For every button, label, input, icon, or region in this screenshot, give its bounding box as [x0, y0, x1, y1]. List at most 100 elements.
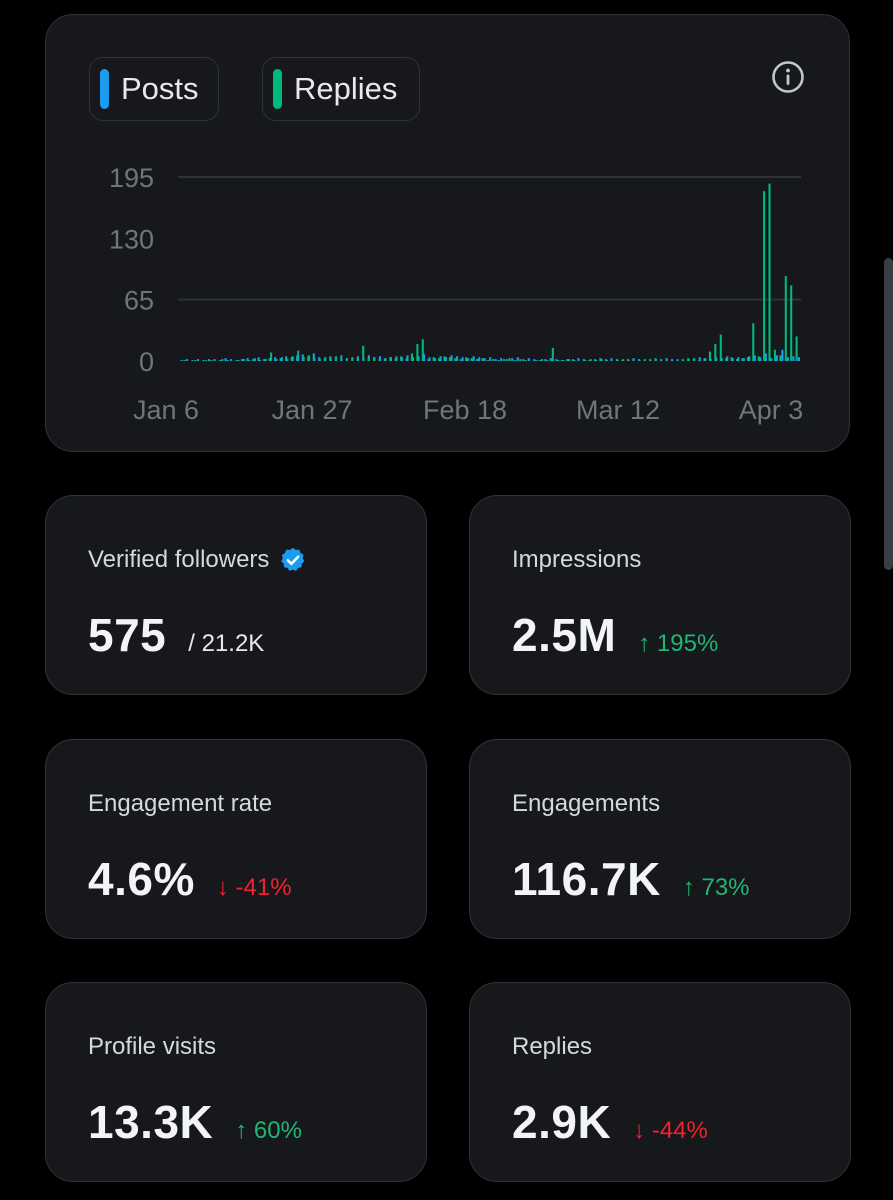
replies-bar — [416, 344, 419, 361]
posts-bar — [516, 357, 519, 361]
y-tick-label: 195 — [109, 163, 154, 193]
replies-bar — [752, 323, 755, 361]
replies-bar — [400, 356, 403, 361]
replies-bar — [308, 355, 311, 361]
replies-bar — [470, 358, 473, 361]
posts-bar — [538, 360, 541, 362]
scrollbar-thumb[interactable] — [884, 258, 893, 570]
posts-bar — [748, 356, 751, 361]
posts-bar — [599, 358, 602, 361]
profile-visits-card[interactable]: Profile visits 13.3K ↑ 60% — [45, 982, 427, 1182]
posts-bar — [649, 359, 652, 361]
posts-bar — [577, 358, 580, 361]
replies-bar — [681, 359, 684, 361]
replies-bar — [373, 357, 376, 361]
posts-bar — [792, 356, 795, 361]
replies-bar — [389, 357, 392, 361]
posts-bar — [759, 357, 762, 361]
posts-bar — [797, 357, 800, 361]
engagement-rate-card[interactable]: Engagement rate 4.6% ↓ -41% — [45, 739, 427, 939]
posts-bar — [588, 360, 591, 362]
replies-bar — [248, 360, 251, 362]
posts-bar — [312, 353, 315, 361]
posts-bar — [252, 359, 255, 361]
replies-bar — [708, 351, 711, 361]
posts-bar — [191, 360, 194, 362]
posts-bar — [268, 358, 271, 361]
legend-posts-label: Posts — [121, 71, 199, 106]
replies-bar — [443, 356, 446, 361]
posts-bar — [185, 359, 189, 361]
replies-label: Replies — [512, 1033, 593, 1060]
replies-bar — [768, 183, 771, 361]
replies-bar — [497, 360, 500, 362]
profile-visits-delta: ↑ 60% — [235, 1117, 302, 1144]
engagements-card[interactable]: Engagements 116.7K ↑ 73% — [469, 739, 851, 939]
posts-bar — [180, 360, 183, 362]
info-icon[interactable] — [770, 59, 806, 95]
replies-bar — [779, 355, 782, 361]
replies-bar — [351, 357, 354, 361]
replies-bar — [519, 359, 522, 361]
replies-bar — [638, 360, 641, 362]
posts-bar — [367, 355, 370, 361]
impressions-card[interactable]: Impressions 2.5M ↑ 195% — [469, 495, 851, 695]
replies-bar — [465, 357, 468, 361]
posts-bar — [224, 358, 227, 361]
replies-delta: ↓ -44% — [633, 1117, 708, 1144]
followers-total: / 21.2K — [188, 630, 265, 657]
posts-bar — [615, 359, 619, 361]
engagement-rate-delta: ↓ -41% — [216, 874, 292, 901]
replies-bar — [405, 358, 408, 361]
verified-followers-card[interactable]: Verified followers 575 / 21.2K — [45, 495, 427, 695]
replies-bar — [253, 358, 256, 361]
replies-bar — [573, 360, 576, 362]
replies-bar — [448, 357, 451, 361]
engagements-value: 116.7K — [512, 853, 661, 905]
replies-bar — [221, 359, 224, 361]
legend-replies-label: Replies — [294, 71, 398, 106]
replies-bar — [757, 356, 760, 361]
replies-bar — [714, 344, 717, 361]
replies-card[interactable]: Replies 2.9K ↓ -44% — [469, 982, 851, 1182]
posts-bar — [742, 358, 745, 361]
posts-bar — [263, 359, 266, 361]
replies-bar — [665, 360, 668, 362]
replies-bar — [540, 359, 544, 361]
replies-bar — [627, 360, 630, 362]
engagement-rate-label: Engagement rate — [88, 790, 273, 817]
replies-bar — [589, 359, 592, 361]
replies-bar — [475, 359, 479, 361]
replies-bar — [291, 356, 294, 361]
replies-bar — [568, 359, 571, 361]
replies-value-row: 2.9K ↓ -44% — [512, 1095, 708, 1149]
replies-bar — [378, 359, 381, 361]
replies-bar — [345, 358, 348, 361]
replies-bar — [503, 359, 506, 361]
replies-bar — [318, 359, 321, 361]
posts-bar — [472, 356, 475, 361]
replies-bar — [600, 359, 603, 361]
legend-posts-toggle[interactable]: Posts — [89, 57, 219, 121]
posts-bar — [522, 359, 525, 361]
replies-bar — [313, 358, 316, 361]
replies-bar — [746, 357, 749, 361]
engagement-rate-value-row: 4.6% ↓ -41% — [88, 852, 292, 906]
replies-bar — [508, 358, 511, 361]
posts-bar — [428, 357, 431, 361]
posts-bar — [593, 359, 596, 361]
replies-bar — [790, 285, 793, 361]
legend-replies-toggle[interactable]: Replies — [262, 57, 420, 121]
replies-bar — [643, 359, 646, 361]
posts-bar — [290, 357, 293, 361]
verified-followers-label: Verified followers — [88, 546, 270, 573]
replies-bar — [763, 191, 766, 361]
replies-bar — [237, 360, 240, 362]
posts-bar — [753, 355, 756, 361]
replies-bar — [367, 358, 370, 361]
posts-bar — [544, 359, 547, 361]
posts-bar — [218, 360, 222, 362]
posts-bar — [726, 356, 729, 361]
replies-bar — [335, 356, 338, 361]
replies-bar — [551, 347, 554, 361]
